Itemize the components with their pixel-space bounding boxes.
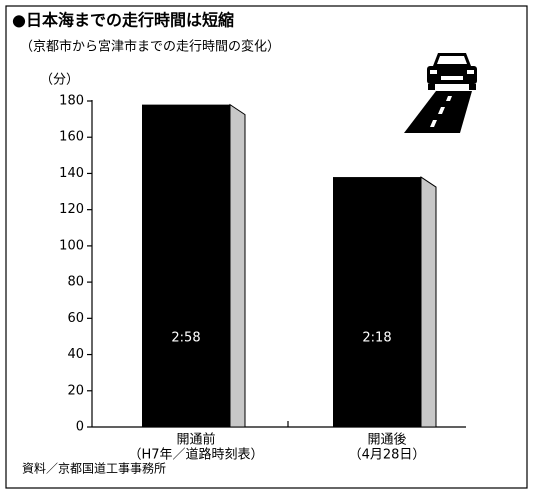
source: 資料／京都国道工事事務所	[22, 462, 166, 476]
x-tick-label: 開通後	[367, 433, 406, 448]
value-label: 2:58	[171, 331, 200, 346]
chart-title: ●日本海までの走行時間は短縮	[12, 11, 234, 30]
frame	[5, 5, 528, 489]
bar-side	[229, 103, 246, 428]
y-tick-label: 140	[59, 166, 84, 181]
bar	[333, 177, 421, 427]
x-tick-note: （H7年／道路時刻表）	[128, 447, 263, 463]
chart-subtitle: （京都市から宮津市までの走行時間の変化）	[20, 39, 280, 55]
x-tick-note: （4月28日）	[349, 448, 426, 463]
y-tick-label: 120	[59, 202, 84, 217]
x-tick-label: 開通前	[176, 432, 215, 448]
y-tick-label: 100	[59, 238, 84, 253]
y-tick-label: 180	[59, 94, 84, 109]
y-tick-label: 80	[67, 275, 84, 290]
y-tick-label: 0	[76, 420, 84, 435]
y-tick-label: 40	[67, 347, 84, 362]
car-icon	[404, 53, 477, 133]
bar-side	[420, 176, 437, 428]
y-axis-label: （分）	[40, 73, 79, 88]
y-tick-label: 20	[67, 383, 84, 398]
value-label: 2:18	[362, 331, 391, 346]
y-tick-label: 60	[67, 311, 84, 326]
y-tick-label: 160	[59, 130, 84, 145]
bar	[142, 104, 230, 427]
